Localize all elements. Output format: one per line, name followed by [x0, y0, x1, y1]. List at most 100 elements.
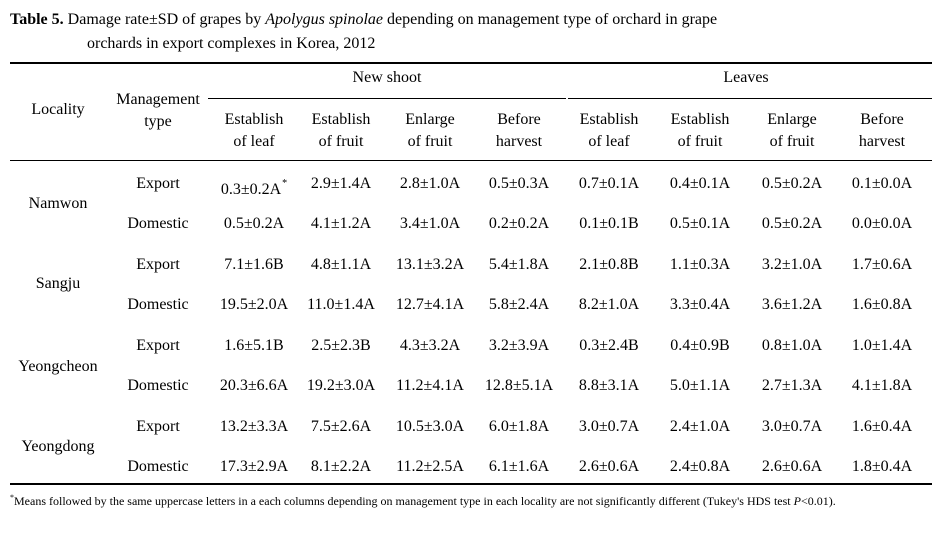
table-cell: 2.7±1.3A [747, 376, 837, 396]
cell-value: 8.1±2.2A [310, 458, 372, 475]
cell-value: 5.8±2.4A [488, 296, 550, 313]
table-cell: 19.5±2.0A [209, 295, 299, 315]
cell-value: 1.8±0.4A [851, 458, 913, 475]
header-stage-line2: of leaf [233, 133, 275, 150]
top-rule [10, 62, 932, 64]
management-type: Export [136, 175, 180, 192]
footnote-text-after: <0.01). [800, 494, 836, 508]
table-cell: 6.1±1.6A [474, 457, 564, 477]
cell-value: 0.8±1.0A [761, 337, 823, 354]
cell-value: 17.3±2.9A [219, 458, 289, 475]
table-cell: 13.1±3.2A [385, 255, 475, 275]
cell-value: 13.2±3.3A [219, 418, 289, 435]
cell-value: 0.3±0.2A [220, 181, 282, 198]
caption-text-before: Damage rate±SD of grapes by [67, 11, 266, 28]
cell-value: 1.6±0.4A [851, 418, 913, 435]
cell-value: 2.4±1.0A [669, 418, 731, 435]
locality-label: Namwon [28, 195, 88, 212]
table-cell: 2.6±0.6A [564, 457, 654, 477]
table-cell: 2.4±1.0A [655, 417, 745, 437]
caption-text-after: depending on management type of orchard … [383, 11, 718, 28]
table-caption: Table 5. Damage rate±SD of grapes by Apo… [10, 8, 932, 56]
table-cell: 2.8±1.0A [385, 174, 475, 194]
cell-value: 6.0±1.8A [488, 418, 550, 435]
cell-value: 12.7±4.1A [395, 296, 465, 313]
table-cell: 1.8±0.4A [837, 457, 927, 477]
cell-value: 0.4±0.9B [670, 337, 730, 354]
cell-value: 4.3±3.2A [399, 337, 461, 354]
cell-value: 2.5±2.3B [311, 337, 371, 354]
table-cell: 0.2±0.2A [474, 214, 564, 234]
leaves-underline [568, 98, 932, 99]
cell-value: 6.1±1.6A [488, 458, 550, 475]
table-cell: 12.8±5.1A [474, 376, 564, 396]
header-stage-line2: of fruit [769, 133, 815, 150]
table-cell: 0.3±2.4B [564, 336, 654, 356]
cell-value: 3.6±1.2A [761, 296, 823, 313]
cell-value: 19.2±3.0A [306, 377, 376, 394]
table-cell: 0.1±0.0A [837, 174, 927, 194]
management-type: Domestic [127, 296, 189, 313]
management-type: Export [136, 337, 180, 354]
header-stage-line1: Enlarge [767, 111, 817, 128]
header-stage-line1: Establish [670, 111, 730, 128]
header-stage-line1: Establish [579, 111, 639, 128]
cell-value: 7.5±2.6A [310, 418, 372, 435]
table-cell: 1.7±0.6A [837, 255, 927, 275]
cell-value: 19.5±2.0A [219, 296, 289, 313]
table-cell: 3.2±3.9A [474, 336, 564, 356]
cell-value: 2.6±0.6A [578, 458, 640, 475]
cell-value: 0.5±0.2A [761, 175, 823, 192]
table-cell: 2.5±2.3B [296, 336, 386, 356]
cell-value: 1.6±0.8A [851, 296, 913, 313]
caption-species: Apolygus spinolae [265, 11, 384, 28]
table-cell: 19.2±3.0A [296, 376, 386, 396]
cell-value: 10.5±3.0A [395, 418, 465, 435]
table-cell: 5.0±1.1A [655, 376, 745, 396]
header-group-leaves: Leaves [723, 69, 769, 86]
cell-value: 11.0±1.4A [307, 296, 375, 313]
table-cell: 6.0±1.8A [474, 417, 564, 437]
header-stage-line2: of fruit [677, 133, 723, 150]
footnote-text: Means followed by the same uppercase let… [14, 494, 794, 508]
cell-value: 12.8±5.1A [484, 377, 554, 394]
cell-value: 2.1±0.8B [579, 256, 639, 273]
cell-value: 11.2±4.1A [396, 377, 464, 394]
table-cell: 0.4±0.9B [655, 336, 745, 356]
table-cell: 3.0±0.7A [747, 417, 837, 437]
cell-value: 3.2±1.0A [761, 256, 823, 273]
table-cell: 3.2±1.0A [747, 255, 837, 275]
cell-value: 3.3±0.4A [669, 296, 731, 313]
cell-value: 13.1±3.2A [395, 256, 465, 273]
table-cell: 0.8±1.0A [747, 336, 837, 356]
cell-value: 3.0±0.7A [578, 418, 640, 435]
header-stage-line2: of fruit [318, 133, 364, 150]
cell-value: 0.1±0.1B [579, 215, 639, 232]
cell-value: 7.1±1.6B [224, 256, 284, 273]
significance-mark: * [282, 178, 288, 189]
cell-value: 2.8±1.0A [399, 175, 461, 192]
table-cell: 0.5±0.2A [209, 214, 299, 234]
cell-value: 1.7±0.6A [851, 256, 913, 273]
cell-value: 1.0±1.4A [851, 337, 913, 354]
header-stage-line2: harvest [858, 133, 906, 150]
header-stage-line2: of leaf [588, 133, 630, 150]
table-cell: 0.5±0.1A [655, 214, 745, 234]
header-stage-line2: harvest [495, 133, 543, 150]
table-cell: 13.2±3.3A [209, 417, 299, 437]
header-stage-line1: Before [497, 111, 541, 128]
table-cell: 0.7±0.1A [564, 174, 654, 194]
cell-value: 0.3±2.4B [579, 337, 639, 354]
table-cell: 0.1±0.1B [564, 214, 654, 234]
cell-value: 5.4±1.8A [488, 256, 550, 273]
table-cell: 17.3±2.9A [209, 457, 299, 477]
table-cell: 1.0±1.4A [837, 336, 927, 356]
cell-value: 11.2±2.5A [396, 458, 464, 475]
locality-label: Yeongdong [21, 438, 95, 455]
table-cell: 11.2±2.5A [385, 457, 475, 477]
locality-label: Sangju [35, 275, 81, 292]
new-shoot-underline [208, 98, 566, 99]
management-type: Domestic [127, 377, 189, 394]
cell-value: 8.8±3.1A [578, 377, 640, 394]
table-cell: 0.5±0.3A [474, 174, 564, 194]
